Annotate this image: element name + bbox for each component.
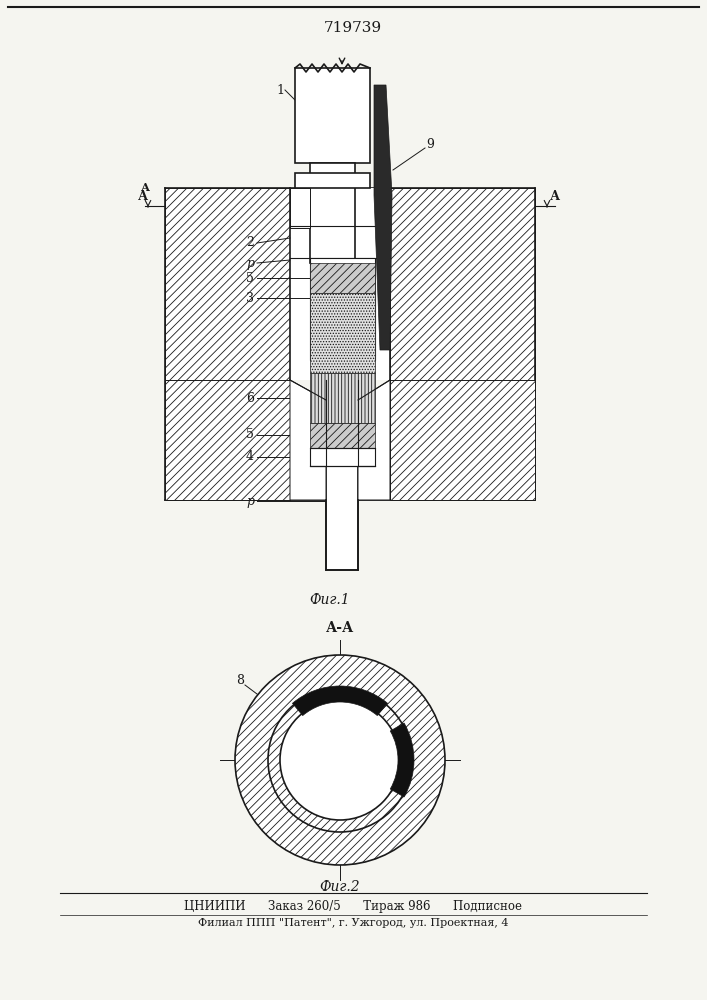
Circle shape [280,700,400,820]
Bar [290,188,390,380]
Circle shape [235,655,445,865]
Bar [310,263,375,293]
Text: Фиг.1: Фиг.1 [310,593,350,607]
Bar [310,373,375,423]
Text: 5: 5 [246,428,254,442]
Bar [310,163,355,263]
Text: 719739: 719739 [324,21,382,35]
Bar [326,400,358,570]
Bar [295,173,370,188]
Bar [295,68,370,163]
Bar [310,293,375,373]
Bar [165,188,290,500]
Text: 8: 8 [236,674,244,686]
Bar [310,423,375,448]
Text: А-А: А-А [326,621,354,635]
Wedge shape [390,723,414,797]
Text: 3: 3 [246,292,254,304]
Bar [290,188,305,228]
Text: Фиг.2: Фиг.2 [320,880,361,894]
Text: 6: 6 [246,391,254,404]
Text: р: р [246,494,254,508]
Text: 5: 5 [246,271,254,284]
Text: А: А [141,182,150,193]
Bar [390,380,535,500]
Text: Филиал ППП "Патент", г. Ужгород, ул. Проектная, 4: Филиал ППП "Патент", г. Ужгород, ул. Про… [198,918,508,928]
Bar [390,188,535,500]
Bar [310,448,375,466]
Wedge shape [293,686,387,716]
Polygon shape [290,380,326,500]
Polygon shape [374,85,392,350]
Text: р: р [246,256,254,269]
Polygon shape [358,380,390,500]
Text: 2: 2 [246,236,254,249]
Text: А: А [138,190,148,202]
Text: 1: 1 [276,84,284,97]
Text: 9: 9 [426,138,434,151]
Bar [290,188,310,228]
Text: А: А [550,190,560,202]
Text: 4: 4 [246,450,254,464]
Text: ЦНИИПИ      Заказ 260/5      Тираж 986      Подписное: ЦНИИПИ Заказ 260/5 Тираж 986 Подписное [184,900,522,913]
Bar [310,258,375,360]
Bar [165,380,290,500]
